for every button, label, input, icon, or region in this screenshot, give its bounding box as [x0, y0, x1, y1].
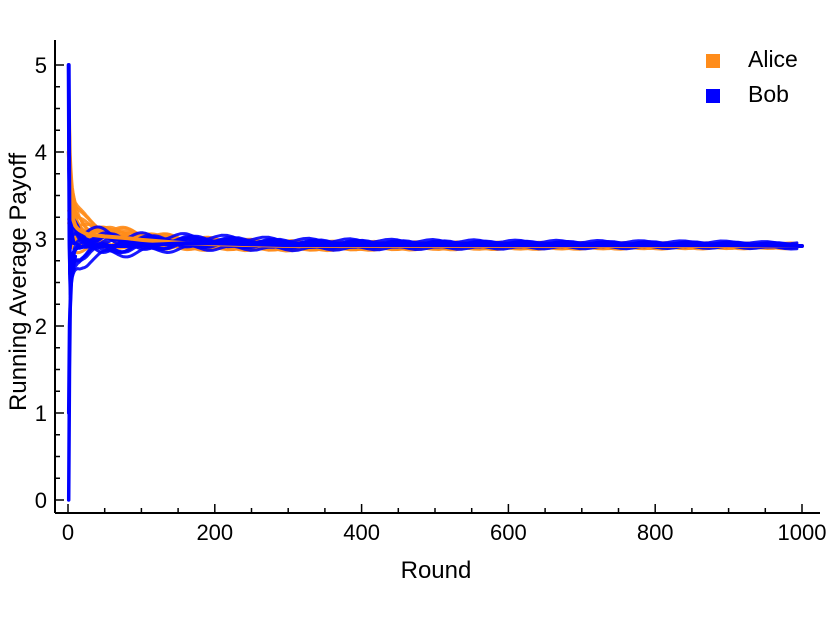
- simulation-run-line: [67, 91, 799, 248]
- simulation-run-line: [67, 97, 799, 291]
- x-tick-label: 200: [196, 520, 233, 545]
- alice-series-band: [67, 77, 799, 255]
- simulation-run-line: [67, 63, 799, 247]
- legend-swatch-alice: [706, 54, 720, 68]
- bob-series-line: [66, 63, 804, 276]
- y-tick-label: 3: [35, 227, 47, 252]
- simulation-run-line: [67, 110, 799, 249]
- plot-area: [66, 63, 804, 502]
- x-tick-label: 800: [637, 520, 674, 545]
- simulation-run-line: [67, 147, 799, 248]
- axes: 0 200 400 600 800 1000 0 1 2 3 4 5: [35, 40, 827, 545]
- legend: Alice Bob: [706, 46, 798, 107]
- simulation-run-line: [67, 63, 799, 249]
- bob-early-run-line: [66, 254, 78, 415]
- y-tick-label: 0: [35, 488, 47, 513]
- simulation-run-line: [67, 100, 799, 299]
- y-tick-label: 2: [35, 314, 47, 339]
- simulation-run-line: [67, 63, 799, 246]
- alice-series-line: [66, 150, 804, 248]
- x-tick-label: 400: [343, 520, 380, 545]
- simulation-run-line: [67, 102, 799, 247]
- y-tick-label: 4: [35, 140, 47, 165]
- simulation-run-line: [67, 127, 799, 248]
- y-tick-label: 5: [35, 53, 47, 78]
- simulation-run-line: [67, 96, 799, 248]
- legend-swatch-bob: [706, 89, 720, 103]
- simulation-run-line: [67, 63, 799, 248]
- legend-label-alice: Alice: [748, 46, 798, 72]
- x-axis-ticks: 0 200 400 600 800 1000: [62, 504, 827, 545]
- y-tick-label: 1: [35, 401, 47, 426]
- simulation-run-line: [67, 63, 799, 251]
- simulation-run-line: [67, 81, 799, 283]
- simulation-run-line: [67, 91, 799, 296]
- y-axis-ticks: 0 1 2 3 4 5: [35, 53, 64, 513]
- x-tick-label: 0: [62, 520, 74, 545]
- y-axis-title: Running Average Payoff: [5, 153, 32, 411]
- simulation-run-line: [67, 63, 799, 247]
- simulation-run-line: [67, 77, 799, 247]
- simulation-run-line: [67, 113, 799, 247]
- simulation-run-line: [67, 63, 799, 247]
- x-axis-title: Round: [401, 557, 472, 584]
- simulation-run-line: [67, 140, 799, 248]
- series-lines: [66, 63, 804, 276]
- simulation-run-line: [67, 101, 799, 248]
- legend-label-bob: Bob: [748, 81, 789, 107]
- x-tick-label: 1000: [778, 520, 827, 545]
- simulation-run-line: [67, 63, 799, 248]
- x-tick-label: 600: [490, 520, 527, 545]
- bob-series-band: [66, 63, 799, 502]
